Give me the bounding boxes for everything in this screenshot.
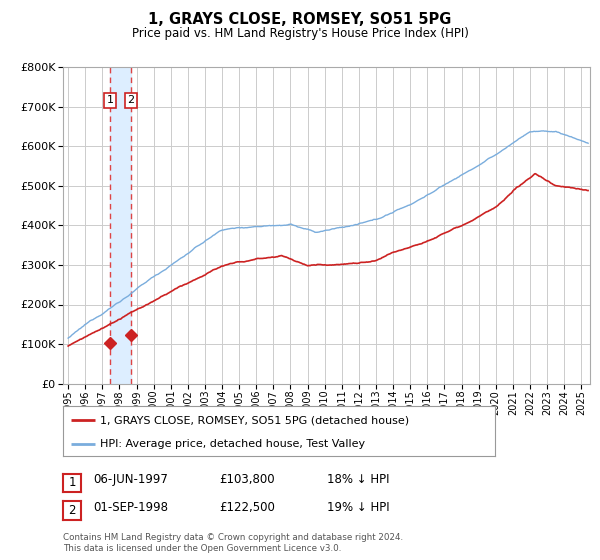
Text: 19% ↓ HPI: 19% ↓ HPI (327, 501, 389, 514)
Text: 1, GRAYS CLOSE, ROMSEY, SO51 5PG (detached house): 1, GRAYS CLOSE, ROMSEY, SO51 5PG (detach… (100, 415, 409, 425)
Text: Price paid vs. HM Land Registry's House Price Index (HPI): Price paid vs. HM Land Registry's House … (131, 27, 469, 40)
Bar (110, 67, 131, 384)
Text: 06-JUN-1997: 06-JUN-1997 (93, 473, 168, 487)
Text: 1: 1 (107, 95, 113, 105)
Text: 01-SEP-1998: 01-SEP-1998 (93, 501, 168, 514)
Text: £122,500: £122,500 (219, 501, 275, 514)
Text: HPI: Average price, detached house, Test Valley: HPI: Average price, detached house, Test… (100, 439, 365, 449)
Text: £103,800: £103,800 (219, 473, 275, 487)
Text: Contains HM Land Registry data © Crown copyright and database right 2024.
This d: Contains HM Land Registry data © Crown c… (63, 533, 403, 553)
Text: 1: 1 (68, 477, 76, 489)
Text: 2: 2 (127, 95, 134, 105)
Text: 2: 2 (68, 504, 76, 517)
Text: 18% ↓ HPI: 18% ↓ HPI (327, 473, 389, 487)
Text: 1, GRAYS CLOSE, ROMSEY, SO51 5PG: 1, GRAYS CLOSE, ROMSEY, SO51 5PG (148, 12, 452, 27)
